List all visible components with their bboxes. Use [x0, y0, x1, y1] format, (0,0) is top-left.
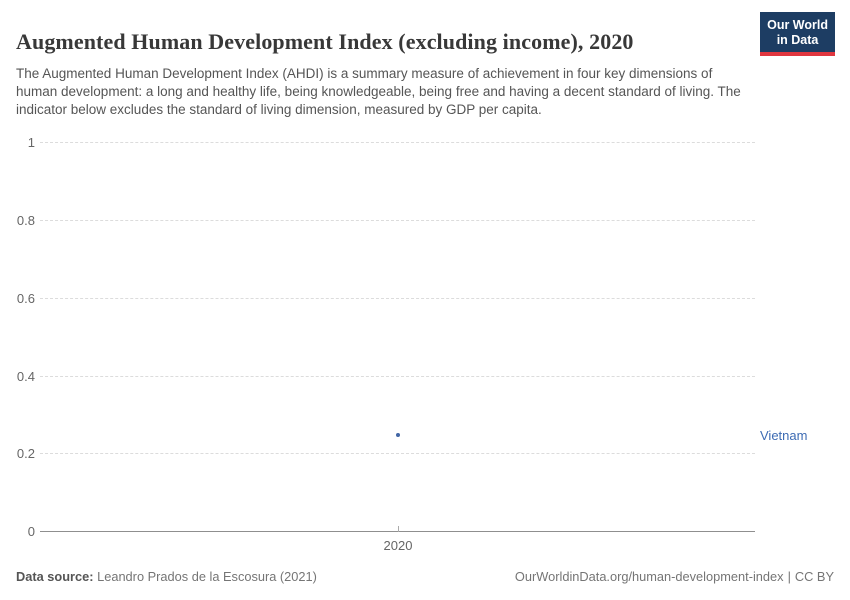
y-axis-tick-label: 0.6: [16, 291, 35, 306]
y-axis-tick-label: 1: [27, 135, 35, 150]
y-axis-tick-label: 0.8: [16, 213, 35, 228]
footer-credits: OurWorldinData.org/human-development-ind…: [515, 569, 834, 584]
data-source-value: Leandro Prados de la Escosura (2021): [97, 569, 317, 584]
y-axis-tick-label: 0: [27, 524, 35, 539]
gridline: [40, 220, 755, 221]
owid-url-link[interactable]: OurWorldinData.org/human-development-ind…: [514, 569, 784, 584]
page-title: Augmented Human Development Index (exclu…: [16, 28, 634, 54]
x-axis-line: [40, 531, 755, 532]
chart-subtitle: The Augmented Human Development Index (A…: [16, 65, 741, 117]
data-source-label: Data source:: [16, 569, 94, 584]
gridline: [40, 142, 755, 143]
owid-logo-line2: in Data: [776, 32, 819, 47]
gridline: [40, 298, 755, 299]
y-axis-tick-label: 0.2: [16, 446, 35, 461]
data-point-vietnam[interactable]: [396, 433, 400, 437]
owid-logo-line1: Our World: [767, 18, 828, 32]
gridline: [40, 453, 755, 454]
gridline: [40, 376, 755, 377]
data-source: Data source: Leandro Prados de la Escosu…: [16, 569, 317, 584]
y-axis-tick-label: 0.4: [16, 369, 35, 384]
license-label: CC BY: [794, 569, 834, 584]
x-axis-tick-label: 2020: [383, 538, 413, 553]
entity-label-vietnam[interactable]: Vietnam: [760, 428, 808, 443]
x-axis-tick-mark: [398, 526, 399, 532]
chart-footer: Data source: Leandro Prados de la Escosu…: [16, 569, 834, 584]
owid-logo[interactable]: Our World in Data: [760, 12, 835, 56]
footer-separator: |: [787, 569, 791, 584]
